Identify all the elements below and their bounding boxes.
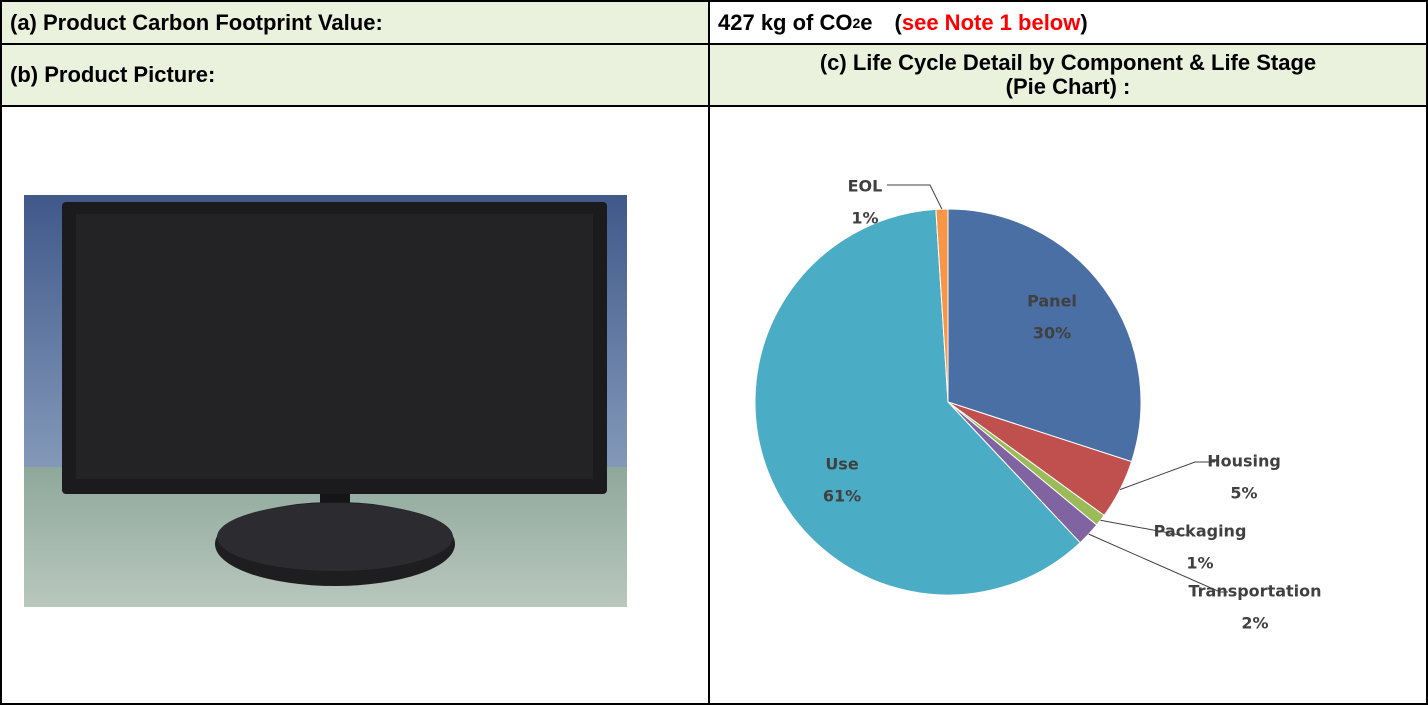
slice-category: Panel bbox=[1027, 292, 1077, 311]
picture-label-cell: (b) Product Picture: bbox=[0, 43, 710, 107]
slice-category: Transportation bbox=[1188, 582, 1321, 601]
note-link: see Note 1 below bbox=[902, 10, 1081, 36]
footprint-value-end: e bbox=[860, 10, 872, 36]
slice-category: Packaging bbox=[1154, 522, 1247, 541]
slice-value-label: 2% bbox=[1241, 614, 1268, 633]
chart-cell: Panel 30% Housing 5% Packaging 1% Transportati… bbox=[708, 105, 1428, 705]
chart-title-cell: (c) Life Cycle Detail by Component & Lif… bbox=[708, 43, 1428, 107]
page: {"footprint": {"label": "(a) Product Car… bbox=[0, 0, 1428, 684]
pie-chart: Panel 30% Housing 5% Packaging 1% Transportati… bbox=[710, 107, 1426, 687]
footprint-label-cell: (a) Product Carbon Footprint Value: bbox=[0, 0, 710, 45]
slice-category: EOL bbox=[848, 177, 883, 196]
leader-line bbox=[1120, 462, 1215, 490]
slice-value-label: 1% bbox=[1186, 554, 1213, 573]
chart-title: (c) Life Cycle Detail by Component & Lif… bbox=[820, 51, 1316, 75]
picture-label: (b) Product Picture: bbox=[10, 62, 215, 88]
slice-value-label: 5% bbox=[1230, 484, 1257, 503]
note-open: ( bbox=[895, 10, 902, 36]
leader-line bbox=[887, 185, 942, 209]
subscript: 2 bbox=[852, 15, 860, 31]
slice-value-label: 61% bbox=[823, 487, 861, 506]
picture-cell bbox=[0, 105, 710, 705]
slice-value-label: 30% bbox=[1033, 324, 1071, 343]
chart-title: (Pie Chart) : bbox=[1006, 75, 1131, 99]
note-close: ) bbox=[1080, 10, 1087, 36]
slice-value-label: 1% bbox=[851, 209, 878, 228]
slice-category: Housing bbox=[1207, 452, 1281, 471]
footprint-value: 427 kg of CO bbox=[718, 10, 852, 36]
footprint-label: (a) Product Carbon Footprint Value: bbox=[10, 10, 383, 36]
product-picture bbox=[2, 107, 708, 687]
slice-category: Use bbox=[825, 455, 859, 474]
